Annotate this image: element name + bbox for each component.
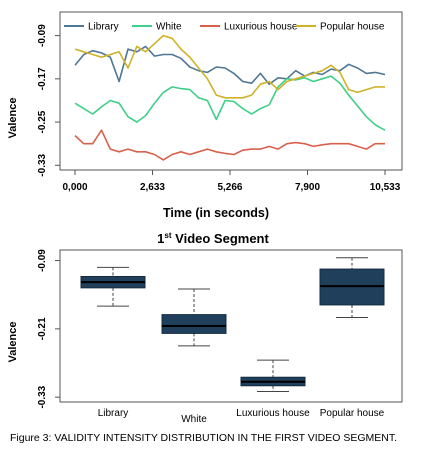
box-white bbox=[161, 288, 227, 347]
box-chart: 1st Video Segment -0.09 -0.21 -0.33 Librar… bbox=[7, 231, 403, 425]
box-y-tick-label: -0.09 bbox=[37, 249, 48, 272]
box-luxurious-house bbox=[240, 359, 306, 392]
box-popular-house bbox=[319, 257, 385, 318]
box-chart-title-superscript: st bbox=[164, 231, 171, 240]
line-x-tick-label: 2,633 bbox=[140, 182, 165, 193]
box-chart-frame bbox=[59, 249, 403, 403]
line-chart-frame bbox=[59, 11, 403, 171]
box-category-label-white: White bbox=[181, 414, 207, 425]
box-chart-title: 1st Video Segment bbox=[157, 231, 269, 246]
box-items-group bbox=[80, 257, 385, 392]
box-y-tick-label: -0.33 bbox=[37, 385, 48, 408]
box-y-axis: -0.09 -0.21 -0.33 bbox=[37, 249, 60, 409]
box-y-axis-label: Valence bbox=[7, 322, 19, 363]
series-line-popular-house bbox=[74, 34, 385, 99]
box-chart-title-text: Video Segment bbox=[172, 231, 270, 246]
series-line-luxurious-house bbox=[74, 129, 385, 161]
line-chart: Library White Luxurious house Popular house… bbox=[7, 11, 403, 220]
line-x-axis: 0,000 2,633 5,266 7,900 10,533 bbox=[62, 170, 401, 193]
line-legend: Library White Luxurious house Popular house bbox=[64, 22, 385, 33]
line-series-group bbox=[74, 34, 386, 161]
box-category-label-luxurious-house: Luxurious house bbox=[236, 408, 310, 419]
series-line-library bbox=[74, 45, 386, 85]
box-category-label-library: Library bbox=[98, 408, 129, 419]
box-category-label-popular-house: Popular house bbox=[320, 408, 385, 419]
line-y-tick-label: -0.33 bbox=[37, 153, 48, 176]
line-y-tick-label: -0.25 bbox=[37, 110, 48, 133]
line-x-tick-label: 5,266 bbox=[217, 182, 242, 193]
line-x-tick-label: 10,533 bbox=[370, 182, 401, 193]
box-y-tick-label: -0.21 bbox=[37, 317, 48, 340]
line-y-tick-label: -0.17 bbox=[37, 67, 48, 90]
box-chart-title-number: 1 bbox=[157, 231, 164, 246]
line-y-tick-label: -0.09 bbox=[37, 24, 48, 47]
legend-label-popular-house: Popular house bbox=[320, 22, 385, 33]
legend-label-white: White bbox=[156, 22, 182, 33]
series-line-white bbox=[74, 75, 386, 131]
line-y-axis-label: Valence bbox=[7, 98, 19, 139]
figure-caption: Figure 3: VALIDITY INTENSITY DISTRIBUTIO… bbox=[10, 432, 398, 444]
legend-label-library: Library bbox=[88, 22, 119, 33]
line-x-tick-label: 0,000 bbox=[62, 182, 87, 193]
box-library bbox=[80, 266, 146, 307]
line-x-axis-label: Time (in seconds) bbox=[163, 206, 269, 220]
line-x-tick-label: 7,900 bbox=[295, 182, 320, 193]
line-y-axis: -0.09 -0.17 -0.25 -0.33 bbox=[37, 24, 60, 177]
legend-label-luxurious-house: Luxurious house bbox=[224, 22, 298, 33]
box-iqr bbox=[161, 314, 227, 334]
box-x-axis: Library White Luxurious house Popular house bbox=[98, 408, 385, 425]
